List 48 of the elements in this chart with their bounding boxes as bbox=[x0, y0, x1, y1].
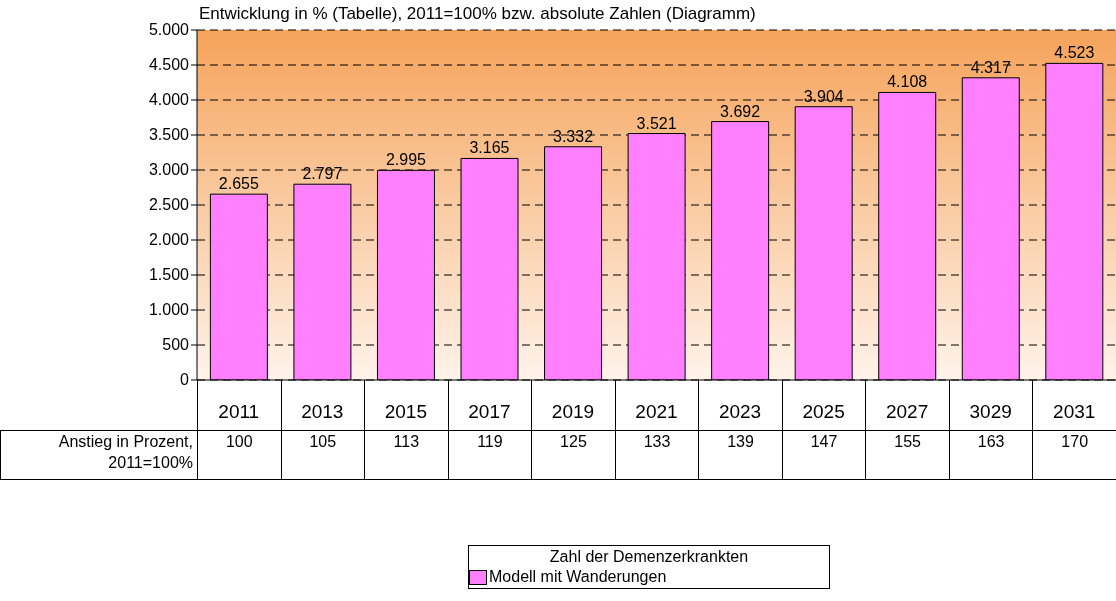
y-tick-label: 0 bbox=[180, 371, 190, 388]
text: 119 bbox=[447, 430, 533, 480]
data-label: 3.521 bbox=[636, 114, 677, 132]
x-tick-label: 2021 bbox=[635, 401, 678, 422]
y-tick-label: 1.000 bbox=[148, 301, 190, 318]
text: 133 bbox=[614, 430, 700, 480]
x-tick-label: 3029 bbox=[969, 401, 1012, 422]
y-tick-label: 3.500 bbox=[148, 126, 190, 143]
x-tick-label: 2013 bbox=[301, 401, 344, 422]
data-label: 3.692 bbox=[720, 102, 761, 120]
y-tick-label: 2.000 bbox=[148, 231, 190, 248]
x-tick-label: 2019 bbox=[551, 401, 595, 422]
text: 100 bbox=[197, 430, 282, 480]
x-tick-label: 2023 bbox=[718, 401, 762, 422]
x-tick-label: 2017 bbox=[468, 401, 511, 422]
data-label: 2.797 bbox=[302, 165, 343, 183]
text: 170 bbox=[1032, 430, 1116, 480]
data-label: 2.655 bbox=[218, 175, 259, 193]
x-tick-label: 2015 bbox=[384, 401, 427, 422]
text: 139 bbox=[698, 430, 783, 480]
text: 155 bbox=[865, 430, 950, 480]
data-label: 4.108 bbox=[887, 73, 928, 91]
chart-title: Entwicklung in % (Tabelle), 2011=100% bzw. absolute Zahlen (Diagramm) bbox=[199, 4, 756, 24]
x-tick-label: 2025 bbox=[802, 401, 845, 422]
legend-label: Modell mit Wanderungen bbox=[488, 568, 668, 587]
x-tick-label: 2031 bbox=[1053, 401, 1096, 422]
text: Anstieg in Prozent, 2011=100% bbox=[57, 432, 194, 473]
y-tick-label: 3.000 bbox=[148, 161, 190, 178]
text: 105 bbox=[280, 430, 366, 480]
data-label: 3.904 bbox=[803, 87, 844, 105]
x-tick-label: 2027 bbox=[886, 401, 929, 422]
text: 163 bbox=[948, 430, 1034, 480]
x-tick-label: 2011 bbox=[218, 401, 260, 422]
data-label: 3.165 bbox=[469, 139, 510, 157]
data-label: 4.317 bbox=[970, 58, 1011, 76]
text: 125 bbox=[531, 430, 616, 480]
data-label: 2.995 bbox=[385, 151, 427, 169]
y-tick-label: 2.500 bbox=[148, 196, 190, 213]
data-label: 4.523 bbox=[1054, 44, 1095, 62]
text: 147 bbox=[781, 430, 867, 480]
y-tick-label: 500 bbox=[162, 336, 190, 353]
y-tick-label: 4.000 bbox=[148, 91, 190, 108]
y-tick-label: 4.500 bbox=[148, 56, 190, 73]
y-tick-label: 1.500 bbox=[148, 266, 190, 283]
data-label: 3.332 bbox=[553, 127, 594, 145]
legend-title: Zahl der Demenzerkrankten bbox=[548, 547, 750, 567]
y-tick-label: 5.000 bbox=[148, 21, 190, 38]
text: 113 bbox=[364, 430, 449, 480]
